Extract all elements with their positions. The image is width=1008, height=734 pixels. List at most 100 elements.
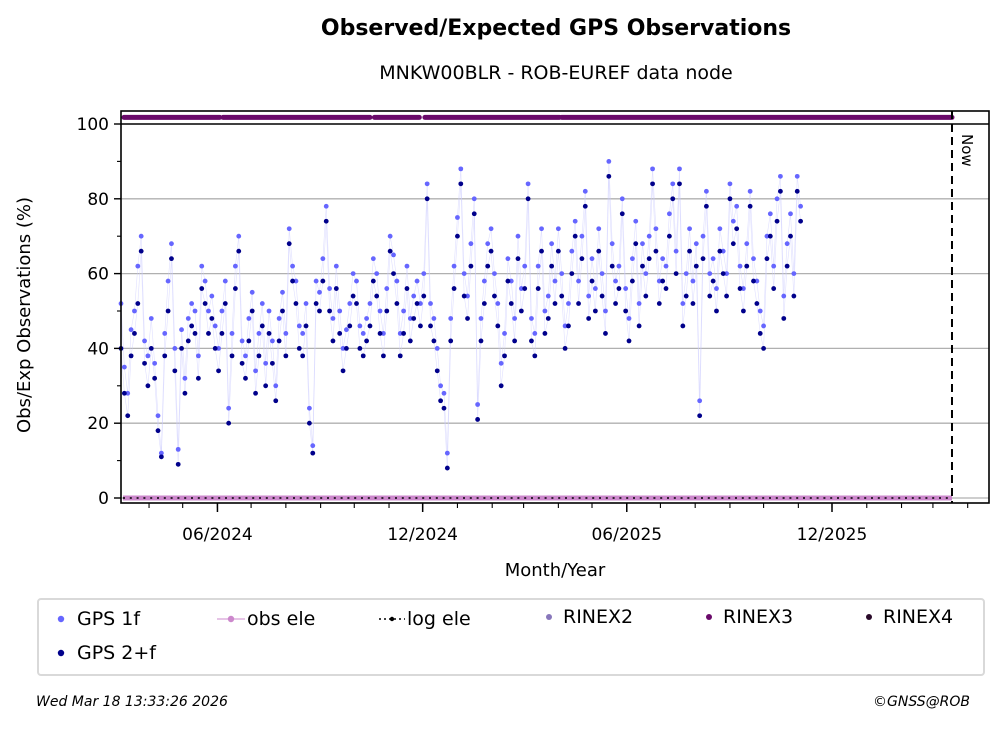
gps-2f-point [663, 286, 669, 291]
gps-2f-point [219, 331, 225, 336]
legend-item-gps-1f: GPS 1f [53, 608, 140, 630]
gps-1f-point [337, 308, 343, 314]
gps-2f-point [781, 316, 787, 321]
gps-2f-point [253, 390, 258, 396]
gps-1f-point [549, 241, 555, 247]
gps-1f-point [535, 263, 541, 269]
gps-2f-point [485, 263, 491, 269]
gps-1f-point [226, 405, 232, 411]
gps-1f-point [529, 316, 534, 321]
gps-2f-point [317, 308, 322, 314]
chart-title: Observed/Expected GPS Observations [320, 16, 792, 41]
gps-2f-point [229, 353, 235, 359]
gps-2f-point [650, 181, 655, 187]
gps-2f-point [798, 218, 803, 224]
gps-1f-point [418, 301, 423, 306]
gps-2f-point [135, 301, 141, 306]
dot-marker-icon [57, 615, 65, 623]
gps-1f-point [552, 278, 558, 284]
gps-1f-point [569, 248, 575, 254]
gps-2f-point [599, 293, 605, 299]
gps-2f-point [347, 323, 353, 329]
gps-2f-point [199, 286, 205, 291]
chart-area: Now 0 20 40 60 80 100 06/2024 12/2024 06/2025 12/… [14, 110, 990, 581]
legend-item-gps-2f: GPS 2+f [53, 642, 156, 664]
gps-2f-point [700, 256, 706, 262]
gps-1f-point [498, 360, 504, 366]
gps-1f-point [347, 301, 353, 306]
gps-2f-point [566, 323, 571, 329]
gps-2f-point [646, 256, 652, 262]
gps-2f-point [623, 308, 629, 314]
gps-2f-point [418, 323, 423, 329]
gps-1f-point [481, 278, 487, 284]
gps-1f-point [434, 346, 440, 351]
gps-2f-point [236, 248, 242, 254]
gps-1f-point [525, 181, 531, 187]
gps-2f-point [165, 308, 171, 314]
gps-2f-point [212, 346, 218, 351]
gps-2f-point [522, 286, 528, 291]
legend: GPS 1f obs ele log ele RINEX2 RINEX3 RIN… [37, 598, 985, 676]
gps-2f-point [414, 301, 420, 306]
gps-1f-point [703, 188, 709, 194]
gps-1f-point [391, 252, 396, 258]
gps-1f-point [458, 166, 464, 172]
legend-label: obs ele [247, 608, 316, 630]
gps-1f-point [256, 331, 262, 336]
gps-2f-point [502, 353, 507, 359]
gps-1f-point [344, 327, 349, 333]
gps-1f-point [589, 256, 595, 262]
gps-2f-point [411, 316, 417, 321]
gps-2f-point [222, 301, 228, 306]
gps-1f-point [273, 383, 279, 389]
chart-subtitle: MNKW00BLR - ROB-EUREF data node [379, 62, 733, 84]
gps-2f-point [286, 241, 292, 247]
gps-2f-point [751, 278, 756, 284]
gps-2f-point [438, 398, 444, 404]
gps-2f-point [428, 323, 433, 329]
gps-1f-point [364, 316, 369, 321]
gps-2f-point [680, 323, 686, 329]
gps-1f-point [555, 226, 561, 232]
gps-2f-point [633, 241, 639, 247]
gps-2f-point [767, 233, 773, 239]
gps-1f-point [616, 263, 622, 269]
gps-2f-point [619, 211, 625, 217]
y-axis-label: Obs/Exp Observations (%) [14, 197, 35, 433]
gps-2f-point [239, 360, 245, 366]
gps-2f-point [283, 353, 289, 359]
gps-1f-point [455, 215, 460, 220]
gps-2f-point [461, 293, 467, 299]
gps-2f-point [280, 308, 285, 314]
gps-1f-point [508, 278, 514, 284]
gps-1f-point [680, 301, 686, 306]
gps-1f-point [387, 233, 393, 239]
gps-1f-point [576, 278, 581, 284]
gps-2f-point [340, 368, 346, 374]
gps-2f-point [532, 353, 538, 359]
gps-1f-point [653, 226, 659, 232]
gps-1f-point [404, 263, 410, 269]
gps-2f-point [269, 360, 275, 366]
gps-1f-point [397, 331, 403, 336]
gps-2f-point [195, 375, 201, 381]
gps-1f-point [158, 450, 164, 456]
gps-1f-point [155, 413, 161, 419]
gps-2f-point [307, 420, 312, 426]
gps-1f-point [377, 308, 383, 314]
gps-1f-point [761, 323, 766, 329]
gps-1f-point [542, 308, 548, 314]
gps-2f-point [364, 338, 369, 344]
gps-1f-point [690, 278, 696, 284]
gps-1f-point [592, 286, 598, 291]
gps-2f-point [320, 278, 326, 284]
gps-2f-point [539, 248, 544, 254]
grid-lines [121, 198, 989, 499]
gps-1f-point [333, 263, 339, 269]
gps-2f-point [152, 375, 158, 381]
gps-1f-point [461, 271, 467, 276]
gps-2f-point [263, 383, 269, 389]
gps-2f-point [542, 331, 548, 336]
series-line [120, 161, 801, 454]
